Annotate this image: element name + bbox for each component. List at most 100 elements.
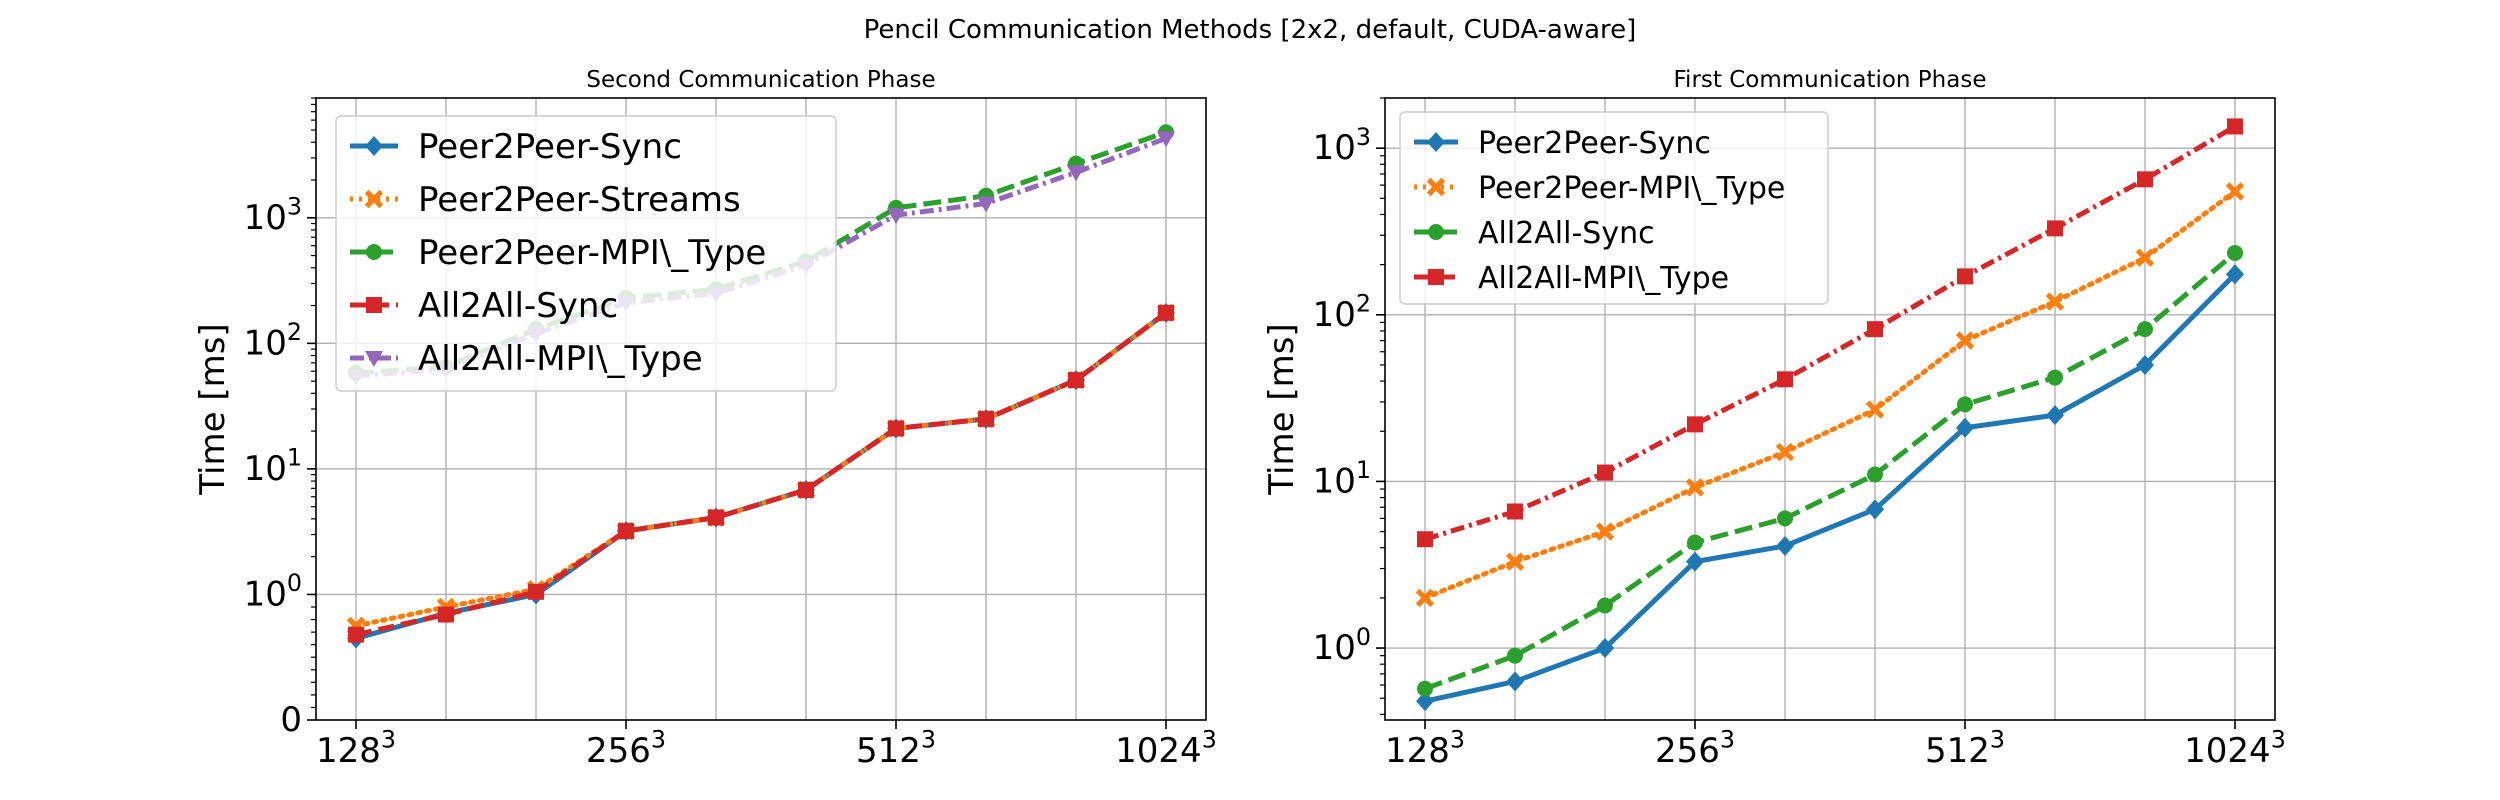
data-point [887,208,905,225]
data-point [2047,369,2063,386]
legend-swatch-marker [1428,224,1444,240]
series-all2all-sync [348,304,1174,643]
x-tick-label: 1283 [1385,726,1465,771]
panel-title: First Communication Phase [1674,67,1987,93]
series-all2all-sync [1417,244,2243,697]
data-point [1597,597,1613,614]
chart-first-communication-phase: First Communication Phase 100 101 102 103 128… [1262,67,2286,771]
series-line [1424,124,2237,542]
x-tick-label: 5123 [856,726,936,771]
data-point [1505,552,1525,571]
legend-label: Peer2Peer-MPI\_Type [418,233,766,273]
legend-swatch-marker [366,244,382,260]
data-point [2135,248,2155,267]
figure-title: Pencil Communication Methods [2x2, defau… [864,15,1637,45]
data-point [1417,531,1433,548]
data-point [798,481,814,498]
legend-label: All2All-MPI\_Type [418,339,703,379]
series-line [1424,272,2237,704]
data-point [1596,638,1614,659]
legend-label: All2All-MPI\_Type [1478,261,1729,296]
data-point [1416,691,1434,712]
data-point [1687,416,1703,433]
data-point [1417,680,1433,697]
legend-swatch-marker [1427,132,1445,152]
data-point [2137,171,2153,188]
series-peer2peer-sync [1416,264,2244,712]
y-tick-label: 0 [280,700,302,740]
legend-label: Peer2Peer-Streams [418,180,741,220]
legend-swatch-marker [364,189,384,209]
data-point [1506,671,1524,692]
data-point [977,196,995,213]
data-point [1866,499,1884,520]
data-point [708,509,724,526]
data-point [618,523,634,540]
data-point [2225,182,2245,201]
y-tick-label: 101 [244,444,302,489]
data-point [1687,534,1703,551]
data-point [2136,354,2154,375]
legend-item: All2All-MPI\_Type [350,339,703,379]
data-point [1686,551,1704,572]
data-point [1597,464,1613,481]
data-point [1957,396,1973,413]
legend-item: Peer2Peer-MPI\_Type [1414,171,1785,206]
legend-label: All2All-Sync [418,286,618,326]
x-tick-label: 2563 [1655,726,1735,771]
y-axis-label: Time [ms] [1262,323,1302,495]
legend-box [1399,111,1829,305]
data-point [978,410,994,427]
legend-swatch-marker [1426,177,1446,197]
y-tick-label: 103 [244,193,302,238]
data-point [2046,405,2064,426]
legend-swatch-marker [365,136,383,156]
data-point [2045,292,2065,311]
legend-label: Peer2Peer-Sync [1478,126,1711,161]
legend-swatch-marker [365,351,383,367]
legend-item: Peer2Peer-Sync [350,127,682,167]
y-tick-label: 103 [1313,123,1371,168]
data-point [438,606,454,623]
legend-item: All2All-Sync [350,286,618,326]
series-line [1424,251,2237,692]
legend-item: Peer2Peer-MPI\_Type [350,233,766,273]
data-point [1157,131,1175,148]
legend-item: Peer2Peer-Sync [1414,126,1711,161]
chart-second-communication-phase: Second Communication Phase 0 100 101 102 103 1… [193,67,1217,771]
x-tick-label: 1283 [316,726,396,771]
data-point [1957,268,1973,285]
data-point [1776,535,1794,556]
x-tick-label: 10243 [2184,726,2286,771]
x-tick-label: 2563 [586,726,666,771]
legend-item: All2All-Sync [1414,216,1655,251]
data-point [1867,321,1883,338]
data-point [2226,264,2244,285]
legend-label: All2All-Sync [1478,216,1655,251]
data-point [1067,165,1085,182]
data-point [1775,442,1795,462]
data-point [888,420,904,437]
data-point [2227,244,2243,261]
data-point [1956,417,1974,438]
data-point [1685,478,1705,497]
x-tick-label: 10243 [1115,726,1217,771]
y-tick-label: 102 [244,318,302,363]
y-tick-label: 100 [244,569,302,614]
legend-label: Peer2Peer-MPI\_Type [1478,171,1785,206]
legend-item: Peer2Peer-Streams [350,180,741,220]
legend: Peer2Peer-Sync Peer2Peer-MPI\_Type All2All… [1399,111,1829,305]
x-tick-label: 5123 [1925,726,2005,771]
panel-title: Second Communication Phase [586,67,935,93]
data-point [2137,321,2153,338]
data-point [1158,304,1174,321]
data-point [348,626,364,643]
data-point [1955,331,1975,350]
y-tick-label: 102 [1313,290,1371,335]
legend-label: Peer2Peer-Sync [418,127,682,167]
data-point [1068,372,1084,389]
data-point [2047,220,2063,237]
legend-item: All2All-MPI\_Type [1414,261,1729,296]
data-point [1777,371,1793,388]
data-point [1595,522,1615,541]
